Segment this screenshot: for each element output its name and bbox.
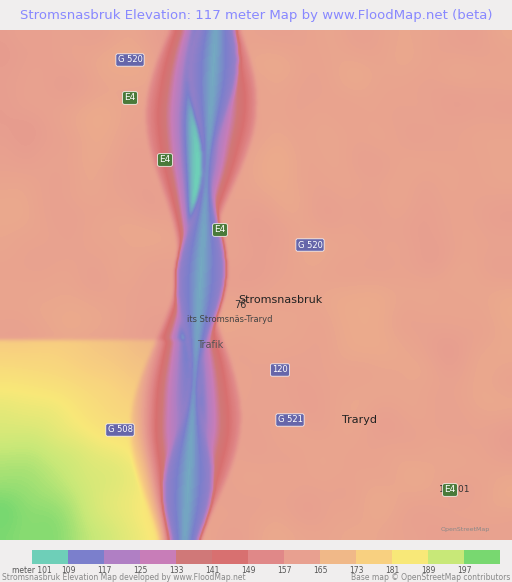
Text: 181: 181 [385, 566, 399, 575]
Text: 157: 157 [277, 566, 291, 575]
Text: 173: 173 [349, 566, 363, 575]
Text: Stromsnasbruk Elevation Map developed by www.FloodMap.net: Stromsnasbruk Elevation Map developed by… [2, 573, 246, 582]
Text: 109: 109 [61, 566, 75, 575]
Text: its Stromsnäs-Traryd: its Stromsnäs-Traryd [187, 315, 273, 325]
Text: Stromsnasbruk: Stromsnasbruk [238, 295, 322, 305]
Text: Trafik: Trafik [197, 340, 223, 350]
Text: E4: E4 [444, 485, 456, 495]
Text: 117: 117 [97, 566, 111, 575]
Bar [212, 550, 248, 564]
Text: OpenStreetMap: OpenStreetMap [441, 527, 490, 532]
Bar [140, 550, 176, 564]
Text: 141: 141 [205, 566, 219, 575]
Text: E4: E4 [124, 94, 136, 102]
Bar [104, 550, 140, 564]
Text: 189: 189 [421, 566, 435, 575]
Text: Stromsnasbruk Elevation: 117 meter Map by www.FloodMap.net (beta): Stromsnasbruk Elevation: 117 meter Map b… [20, 9, 492, 22]
Text: meter 101: meter 101 [12, 566, 52, 575]
Text: G 520: G 520 [118, 55, 142, 65]
Text: 125: 125 [133, 566, 147, 575]
Bar [176, 550, 212, 564]
Bar [320, 550, 356, 564]
Bar [428, 550, 464, 564]
Text: G 520: G 520 [297, 240, 323, 250]
Text: 120: 120 [272, 365, 288, 374]
Bar [356, 550, 392, 564]
Text: 120.01: 120.01 [439, 485, 471, 495]
Bar [284, 550, 320, 564]
Text: E4: E4 [159, 155, 170, 165]
Bar [68, 550, 104, 564]
Text: G 521: G 521 [278, 416, 303, 424]
Bar [392, 550, 428, 564]
Text: E4: E4 [215, 225, 226, 235]
Text: Traryd: Traryd [343, 415, 377, 425]
Text: 165: 165 [313, 566, 327, 575]
Text: 197: 197 [457, 566, 471, 575]
Bar [248, 550, 284, 564]
Bar [32, 550, 68, 564]
Text: 133: 133 [169, 566, 183, 575]
Bar [464, 550, 500, 564]
Text: 149: 149 [241, 566, 255, 575]
Text: 76: 76 [234, 300, 246, 310]
Text: Base map © OpenStreetMap contributors: Base map © OpenStreetMap contributors [351, 573, 510, 582]
Text: G 508: G 508 [108, 425, 133, 435]
